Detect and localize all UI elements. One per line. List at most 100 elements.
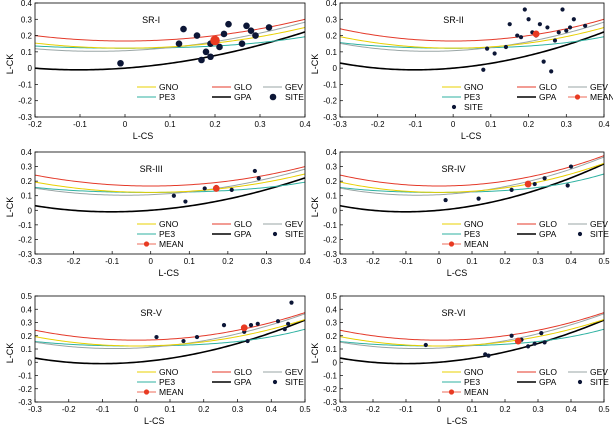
y-tick-label: 0 bbox=[28, 64, 33, 73]
site-point bbox=[216, 43, 223, 51]
x-tick-label: 0.1 bbox=[164, 120, 176, 129]
curve-gev bbox=[35, 313, 305, 350]
y-tick-label: 0.3 bbox=[21, 319, 33, 328]
x-tick-label: -0.2 bbox=[67, 257, 81, 266]
y-tick-label: 0.1 bbox=[21, 192, 33, 201]
site-point bbox=[198, 56, 205, 64]
curve-gev bbox=[340, 156, 604, 196]
legend-label: GEV bbox=[285, 367, 303, 377]
curves bbox=[340, 18, 604, 71]
x-tick-label: 0.2 bbox=[209, 120, 221, 129]
x-axis-label: L-CS bbox=[133, 131, 154, 141]
site-point bbox=[275, 319, 281, 324]
legend-marker bbox=[577, 379, 583, 385]
site-point bbox=[484, 46, 490, 51]
legend-item-gno: GNO bbox=[137, 367, 179, 377]
y-tick-label: 0 bbox=[28, 358, 33, 367]
x-tick-label: 0.4 bbox=[598, 120, 610, 129]
y-tick-label: -0.3 bbox=[323, 398, 337, 407]
legend-item-gno: GNO bbox=[442, 367, 484, 377]
x-tick-label: 0.3 bbox=[532, 257, 544, 266]
site-point bbox=[564, 28, 569, 33]
legend-marker bbox=[272, 379, 278, 385]
legend-item-mean: MEAN bbox=[137, 387, 184, 397]
x-tick-label: 0.5 bbox=[299, 405, 311, 414]
curve-pe3 bbox=[35, 328, 305, 347]
y-tick-label: 0.3 bbox=[326, 319, 338, 328]
legend-item-gpa: GPA bbox=[517, 377, 557, 387]
x-tick-label: 0 bbox=[451, 120, 456, 129]
site-point bbox=[492, 51, 497, 56]
y-tick-label: -0.3 bbox=[323, 250, 337, 259]
y-axis-label: L-CK bbox=[5, 197, 15, 218]
x-tick-label: 0.3 bbox=[232, 405, 244, 414]
x-tick-label: 0.4 bbox=[266, 405, 278, 414]
site-point bbox=[252, 32, 259, 39]
curve-gno bbox=[340, 162, 604, 193]
x-tick-label: -0.1 bbox=[73, 120, 87, 129]
site-point bbox=[225, 20, 232, 28]
panel-title: SR-II bbox=[443, 15, 464, 25]
y-tick-label: -0.2 bbox=[18, 385, 32, 394]
x-tick-label: 0 bbox=[134, 405, 139, 414]
panel-title: SR-IV bbox=[442, 164, 466, 174]
site-point bbox=[443, 197, 448, 203]
legend-item-pe3: PE3 bbox=[442, 229, 480, 239]
curve-pe3 bbox=[340, 36, 604, 49]
panel-5: -0.3 -0.2 -0.1 0 0.1 0.2 0.3 0.4 0.5 -0.3 -0.2 -0.1… bbox=[5, 292, 311, 426]
x-tick-label: -0.2 bbox=[28, 120, 42, 129]
panel-4: -0.3 -0.2 -0.1 0 0.1 0.2 0.3 0.4 0.5 -0.3 -0.2 -0.1… bbox=[310, 148, 610, 278]
mean-point bbox=[240, 324, 248, 332]
legend-item-mean: MEAN bbox=[442, 239, 489, 249]
curve-glo bbox=[35, 312, 305, 341]
mean-point bbox=[514, 337, 522, 345]
y-tick-label: 0 bbox=[333, 358, 338, 367]
legend-item-gev: GEV bbox=[568, 219, 608, 229]
y-axis-label: L-CK bbox=[310, 197, 320, 218]
legend-label: GPA bbox=[539, 92, 557, 102]
curve-gno bbox=[35, 319, 305, 347]
site-point bbox=[154, 334, 159, 340]
legend-label: PE3 bbox=[159, 377, 175, 387]
x-tick-label: 0.4 bbox=[565, 257, 577, 266]
panel-title: SR-I bbox=[142, 15, 160, 25]
site-point bbox=[171, 193, 176, 198]
y-tick-label: 0 bbox=[333, 206, 338, 215]
legend-label: GLO bbox=[539, 82, 557, 92]
y-tick-label: 0.5 bbox=[21, 292, 33, 301]
legend-item-gev: GEV bbox=[263, 219, 303, 229]
y-tick-label: 0 bbox=[333, 64, 338, 73]
site-point bbox=[545, 25, 550, 30]
x-tick-label: -0.2 bbox=[371, 120, 385, 129]
legend-label: MEAN bbox=[159, 239, 184, 249]
site-point bbox=[286, 321, 291, 326]
site-point bbox=[583, 23, 588, 28]
x-tick-label: -0.2 bbox=[366, 405, 380, 414]
site-point bbox=[568, 164, 574, 169]
site-point bbox=[265, 24, 273, 31]
x-axis-label: L-CS bbox=[447, 268, 468, 278]
panel-title: SR-VI bbox=[442, 308, 466, 318]
site-point bbox=[552, 38, 558, 43]
legend-label: SITE bbox=[464, 102, 483, 112]
y-tick-label: 0.5 bbox=[326, 292, 338, 301]
y-axis-label: L-CK bbox=[5, 54, 15, 75]
curves bbox=[35, 166, 305, 213]
curve-gno bbox=[35, 27, 305, 49]
site-point bbox=[476, 196, 481, 201]
x-tick-label: 0.2 bbox=[523, 120, 535, 129]
site-point bbox=[238, 40, 246, 48]
x-tick-label: 0 bbox=[148, 257, 153, 266]
x-tick-label: -0.2 bbox=[62, 405, 76, 414]
x-tick-label: 0.2 bbox=[222, 257, 234, 266]
y-tick-label: 0.1 bbox=[326, 345, 338, 354]
legend-marker bbox=[574, 94, 581, 100]
site-point bbox=[245, 338, 250, 344]
legend-label: PE3 bbox=[159, 229, 175, 239]
x-tick-label: 0.1 bbox=[485, 120, 497, 129]
site-point bbox=[518, 35, 524, 40]
legend-item-gev: GEV bbox=[568, 367, 608, 377]
legend-label: GLO bbox=[234, 367, 252, 377]
site-point bbox=[193, 32, 201, 39]
x-tick-label: 0 bbox=[437, 257, 442, 266]
